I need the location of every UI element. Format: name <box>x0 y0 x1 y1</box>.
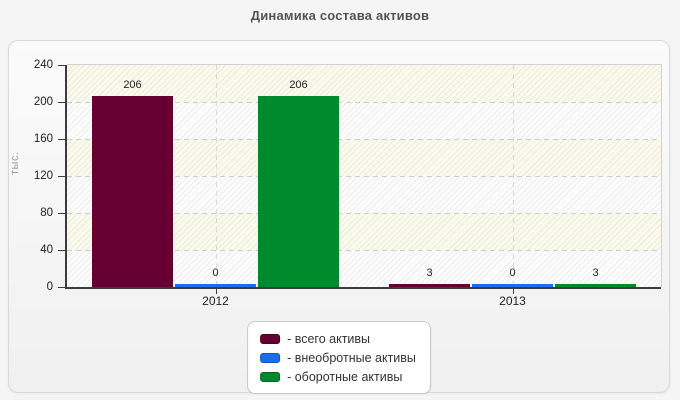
category-label: 2012 <box>202 294 229 308</box>
y-axis-tick <box>58 102 65 103</box>
y-axis-tick <box>58 250 65 251</box>
gridline-horizontal <box>67 250 661 251</box>
y-tick-label: 80 <box>40 207 53 219</box>
chart-legend: - всего активы - внеобротные активы - обор… <box>247 321 431 394</box>
category-label: 2013 <box>499 294 526 308</box>
gridline-vertical <box>512 65 514 287</box>
gridline-horizontal <box>67 139 661 140</box>
bar-value-label: 206 <box>289 79 308 91</box>
x-axis-tick <box>512 289 514 294</box>
legend-swatch-icon <box>260 352 281 363</box>
bar-value-label: 3 <box>592 267 599 279</box>
y-axis-tick <box>58 287 65 288</box>
bar-value-label: 0 <box>509 267 516 279</box>
bar-2012-series-2 <box>175 284 256 287</box>
legend-label: - внеобротные активы <box>287 350 416 365</box>
gridline-vertical <box>215 65 217 287</box>
y-tick-label: 40 <box>40 244 53 256</box>
bar-2013-series-3 <box>555 284 636 287</box>
gridline-horizontal <box>67 213 661 214</box>
chart-title: Динамика состава активов <box>250 8 430 23</box>
legend-swatch-icon <box>260 333 281 344</box>
legend-swatch-icon <box>260 371 281 382</box>
y-tick-label: 120 <box>33 170 53 182</box>
legend-item: - внеобротные активы <box>260 348 416 367</box>
legend-label: - оборотные активы <box>287 369 403 384</box>
bar-value-label: 0 <box>212 267 219 279</box>
y-tick-label: 0 <box>46 281 53 293</box>
bar-2012-series-3 <box>258 96 339 287</box>
bar-2013-series-2 <box>472 284 553 287</box>
legend-item: - оборотные активы <box>260 367 416 386</box>
y-axis-line <box>65 65 67 287</box>
y-tick-label: 200 <box>33 96 53 108</box>
gridline-horizontal <box>67 102 661 103</box>
legend-item: - всего активы <box>260 329 416 348</box>
x-axis-tick <box>215 289 217 294</box>
bar-2013-series-1 <box>389 284 470 287</box>
y-axis-tick <box>58 176 65 177</box>
y-axis-tick <box>58 139 65 140</box>
bar-2012-series-1 <box>92 96 173 287</box>
plot-area: 0 40 80 120 160 200 240 206 0 206 2012 3 0 3 2013 <box>34 59 662 308</box>
y-axis-tick <box>58 213 65 214</box>
bar-chart: тыс. 0 40 80 120 160 200 240 206 0 206 2012 3 0 3 2013… <box>9 41 669 394</box>
y-tick-label: 160 <box>33 133 53 145</box>
legend-label: - всего активы <box>287 331 371 346</box>
y-axis-tick <box>58 65 65 66</box>
bar-value-label: 3 <box>426 267 433 279</box>
plot-band <box>67 65 661 102</box>
bar-value-label: 206 <box>123 79 142 91</box>
x-axis-line <box>65 287 661 289</box>
chart-panel: тыс. 0 40 80 120 160 200 240 206 0 206 2012 3 0 3 2013… <box>8 40 670 394</box>
y-tick-label: 240 <box>33 59 53 71</box>
gridline-horizontal <box>67 176 661 177</box>
